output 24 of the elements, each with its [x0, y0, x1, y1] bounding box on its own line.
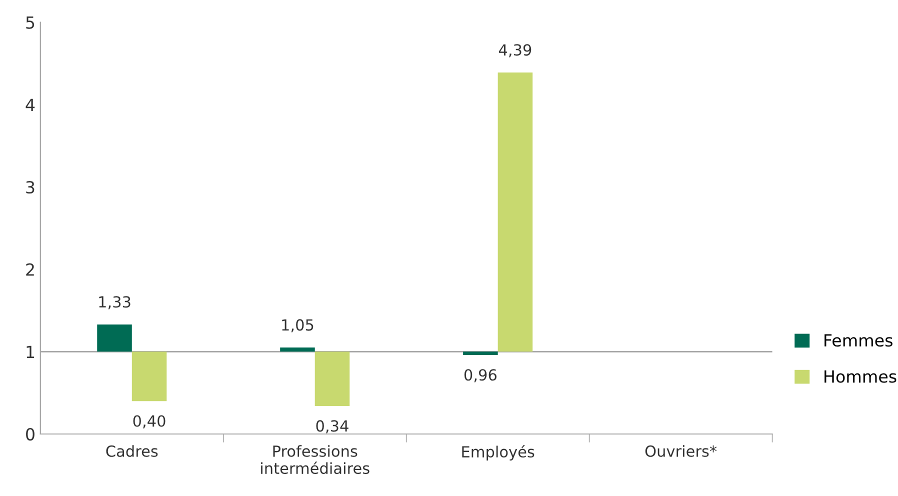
bar	[132, 352, 167, 402]
bar	[463, 352, 498, 355]
data-label: 1,05	[282, 319, 314, 332]
x-tick-label: Ouvriers*	[645, 445, 717, 457]
y-tick-label: 5	[26, 16, 34, 29]
y-tick-label: 1	[26, 346, 34, 358]
data-label: 0,34	[316, 420, 348, 434]
bar	[498, 72, 533, 352]
bar	[314, 352, 350, 406]
y-tick-label: 2	[26, 263, 34, 276]
legend-label: Femmes	[824, 334, 892, 347]
x-tick-label: Professions intermédiaires	[261, 445, 370, 474]
bar	[97, 324, 132, 352]
data-label: 0,96	[464, 369, 496, 382]
x-tick-label: Employés	[462, 445, 534, 461]
y-tick-label: 0	[26, 428, 34, 441]
legend-label: Hommes	[824, 370, 896, 383]
data-label: 1,33	[99, 296, 130, 310]
y-tick-label: 3	[26, 180, 34, 194]
data-label: 4,39	[498, 44, 532, 58]
x-tick-label: Cadres	[106, 445, 158, 457]
y-tick-label: 4	[26, 98, 35, 111]
bar	[280, 348, 315, 352]
data-label: 0,40	[133, 415, 166, 428]
